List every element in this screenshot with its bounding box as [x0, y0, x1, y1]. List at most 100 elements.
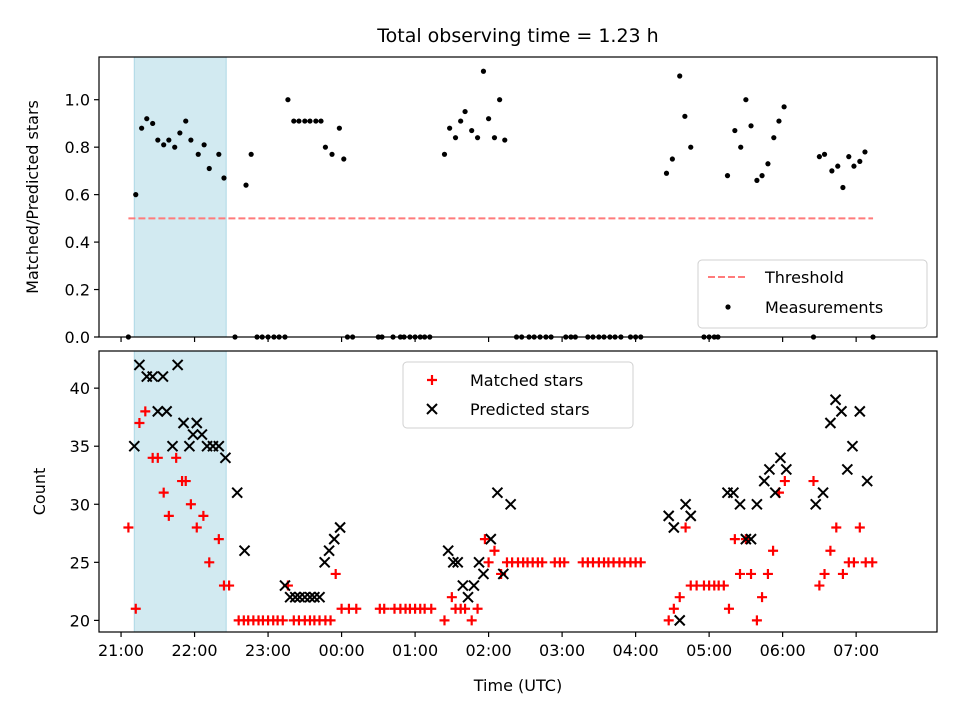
matched-point	[479, 534, 490, 545]
measurement-point	[139, 125, 145, 131]
measurement-point	[285, 97, 291, 103]
measurement-point	[765, 161, 771, 167]
measurement-point	[771, 135, 777, 141]
x-axis-label: Time (UTC)	[473, 676, 562, 695]
matched-point	[446, 592, 457, 603]
legend-matched-swatch	[427, 375, 437, 385]
predicted-point	[835, 405, 848, 418]
measurement-point	[497, 97, 503, 103]
x-tick-label: 23:00	[245, 641, 291, 660]
matched-point	[330, 568, 341, 579]
matched-point	[204, 557, 215, 568]
measurement-point	[781, 104, 787, 110]
measurement-point	[183, 118, 189, 124]
measurement-point	[491, 135, 498, 141]
measurement-point	[816, 154, 822, 160]
measurement-point	[677, 73, 683, 79]
legend-frame	[402, 361, 634, 429]
y-tick-label: 0.8	[65, 138, 90, 157]
predicted-point	[457, 579, 469, 592]
matched-point	[439, 615, 450, 626]
matched-point	[537, 557, 548, 568]
predicted-point	[187, 428, 199, 441]
predicted-point	[685, 510, 697, 522]
legend: Matched stars Predicted stars	[402, 361, 634, 429]
measurement-point	[195, 151, 201, 157]
legend-threshold-label: Threshold	[764, 268, 844, 287]
predicted-point	[751, 498, 763, 510]
legend-predicted-swatch	[426, 403, 438, 415]
predicted-point	[854, 405, 866, 418]
x-tick-label: 00:00	[319, 641, 365, 660]
matched-point	[663, 615, 674, 626]
predicted-point	[477, 568, 490, 580]
predicted-point	[279, 579, 291, 592]
measurement-point	[341, 156, 347, 162]
predicted-point	[758, 475, 770, 487]
matched-point	[191, 522, 202, 533]
predicted-point	[183, 440, 196, 452]
matched-point	[379, 603, 390, 614]
matched-point	[483, 557, 494, 568]
matched-point	[757, 592, 768, 603]
measurement-point	[447, 125, 453, 131]
measurement-point	[835, 163, 841, 169]
predicted-point	[293, 591, 306, 603]
predicted-point	[334, 521, 346, 534]
predicted-point	[299, 591, 311, 603]
highlight-span	[133, 350, 227, 633]
matched-point	[466, 615, 477, 626]
predicted-point	[462, 591, 474, 603]
y-tick-label: 0.0	[65, 328, 90, 347]
y-tick-label: 0.2	[65, 281, 90, 300]
measurement-point	[669, 156, 675, 162]
matched-point	[559, 557, 570, 568]
predicted-point	[485, 533, 497, 545]
matched-point	[808, 476, 819, 487]
matched-point	[130, 603, 141, 614]
matched-point	[762, 568, 773, 579]
legend-measurements-swatch	[725, 304, 731, 310]
matched-point	[426, 603, 437, 614]
x-tick-label: 07:00	[833, 641, 879, 660]
measurement-point	[759, 173, 765, 179]
predicted-point	[133, 359, 146, 371]
measurement-point	[846, 154, 852, 160]
matched-point	[460, 603, 471, 614]
chart-title: Total observing time = 1.23 h	[376, 25, 658, 47]
x-tick-label: 21:00	[98, 641, 144, 660]
predicted-point	[166, 440, 179, 452]
measurement-point	[216, 151, 222, 157]
axes-frame	[98, 56, 938, 338]
measurement-point	[302, 118, 308, 124]
legend-frame	[697, 259, 928, 329]
predicted-point	[810, 498, 822, 510]
predicted-point	[231, 486, 243, 499]
predicted-point	[146, 370, 159, 383]
measurement-point	[462, 108, 468, 115]
series-matched-stars	[123, 406, 878, 626]
measurement-point	[441, 151, 448, 157]
measurement-point	[738, 144, 744, 150]
predicted-point	[745, 533, 757, 545]
predicted-point	[452, 556, 464, 569]
predicted-point	[442, 545, 454, 557]
measurement-point	[485, 116, 492, 122]
matched-point	[867, 557, 878, 568]
count-panel: 20 25 30 35 40 21:00 22:00 23:00 00:00 01:00 02:00…	[30, 350, 938, 695]
predicted-point	[824, 417, 837, 429]
measurement-point	[862, 149, 868, 155]
predicted-point	[763, 463, 776, 476]
measurement-point	[336, 125, 342, 131]
matched-point	[680, 522, 691, 533]
matched-point	[325, 615, 336, 626]
measurement-point	[161, 142, 167, 148]
y-tick-label: 0.6	[65, 186, 90, 205]
predicted-point	[473, 556, 485, 569]
matched-point	[819, 568, 830, 579]
predicted-point	[191, 417, 203, 429]
y-tick-label: 0.4	[65, 233, 90, 252]
matched-point	[848, 557, 859, 568]
measurement-point	[144, 116, 150, 122]
predicted-point	[447, 556, 460, 569]
